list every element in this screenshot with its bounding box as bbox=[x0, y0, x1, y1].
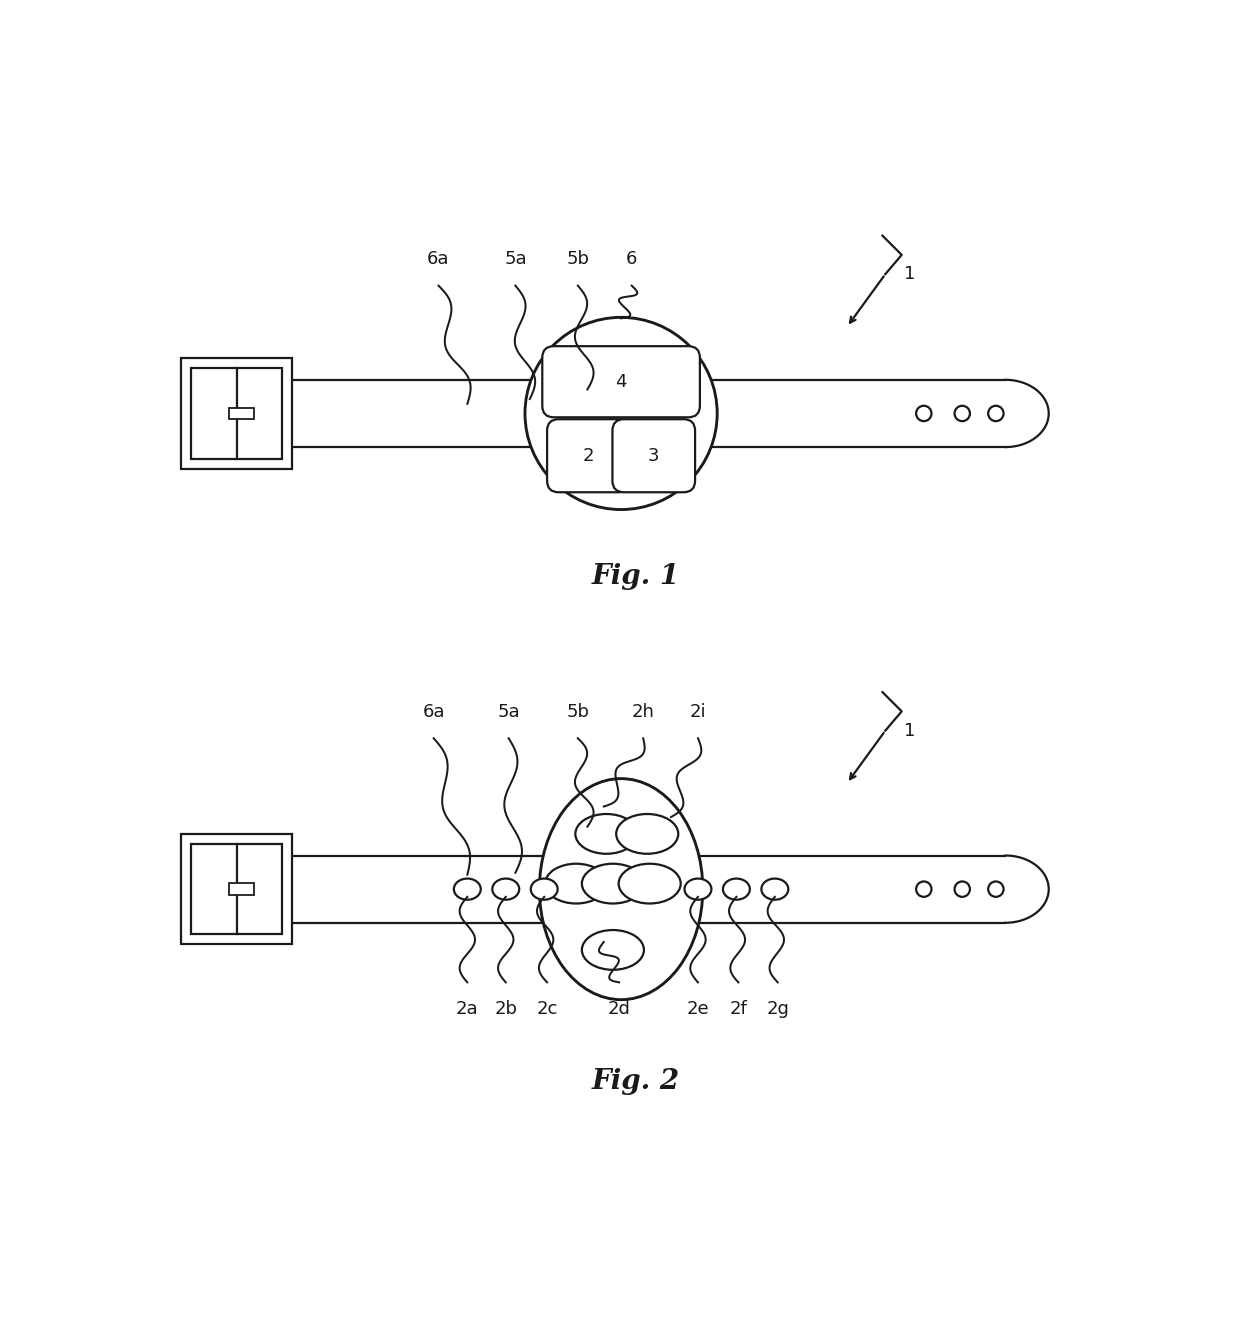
Ellipse shape bbox=[761, 878, 789, 900]
Text: 1: 1 bbox=[904, 721, 915, 740]
Text: 5a: 5a bbox=[505, 250, 527, 269]
Text: Fig. 1: Fig. 1 bbox=[591, 564, 680, 590]
Text: 2b: 2b bbox=[495, 1000, 517, 1017]
Circle shape bbox=[955, 406, 970, 421]
Text: 6a: 6a bbox=[428, 250, 450, 269]
Ellipse shape bbox=[723, 878, 750, 900]
Ellipse shape bbox=[616, 814, 678, 853]
Bar bbox=[181, 359, 291, 468]
Text: 2: 2 bbox=[583, 447, 594, 464]
Circle shape bbox=[988, 881, 1003, 897]
Text: Fig. 2: Fig. 2 bbox=[591, 1068, 680, 1095]
Text: 6: 6 bbox=[626, 250, 637, 269]
Text: 2d: 2d bbox=[608, 1000, 631, 1017]
Ellipse shape bbox=[531, 878, 558, 900]
Ellipse shape bbox=[546, 864, 608, 904]
Text: 5b: 5b bbox=[567, 250, 589, 269]
FancyBboxPatch shape bbox=[547, 419, 630, 492]
Text: 2g: 2g bbox=[766, 1000, 789, 1017]
Bar bbox=[191, 844, 281, 934]
Circle shape bbox=[988, 406, 1003, 421]
Ellipse shape bbox=[575, 814, 637, 853]
Text: 5a: 5a bbox=[497, 703, 520, 721]
FancyBboxPatch shape bbox=[542, 347, 699, 417]
Text: 2a: 2a bbox=[456, 1000, 479, 1017]
Text: 2e: 2e bbox=[687, 1000, 709, 1017]
Text: 2c: 2c bbox=[537, 1000, 558, 1017]
Text: 6a: 6a bbox=[423, 703, 445, 721]
Text: 2h: 2h bbox=[631, 703, 655, 721]
Ellipse shape bbox=[684, 878, 712, 900]
Bar bbox=[228, 884, 254, 896]
Text: 1: 1 bbox=[904, 265, 915, 283]
Bar bbox=[228, 407, 254, 419]
Ellipse shape bbox=[619, 864, 681, 904]
Circle shape bbox=[916, 881, 931, 897]
Ellipse shape bbox=[539, 779, 703, 1000]
Ellipse shape bbox=[492, 878, 520, 900]
Ellipse shape bbox=[582, 930, 644, 970]
Text: 2i: 2i bbox=[689, 703, 707, 721]
Circle shape bbox=[916, 406, 931, 421]
Text: 2f: 2f bbox=[729, 1000, 748, 1017]
FancyBboxPatch shape bbox=[613, 419, 696, 492]
Ellipse shape bbox=[454, 878, 481, 900]
Text: 3: 3 bbox=[649, 447, 660, 464]
Text: 5b: 5b bbox=[567, 703, 589, 721]
Bar bbox=[191, 368, 281, 459]
Ellipse shape bbox=[582, 864, 644, 904]
Bar bbox=[181, 833, 291, 945]
Text: 4: 4 bbox=[615, 373, 627, 390]
Circle shape bbox=[525, 318, 717, 509]
Circle shape bbox=[955, 881, 970, 897]
